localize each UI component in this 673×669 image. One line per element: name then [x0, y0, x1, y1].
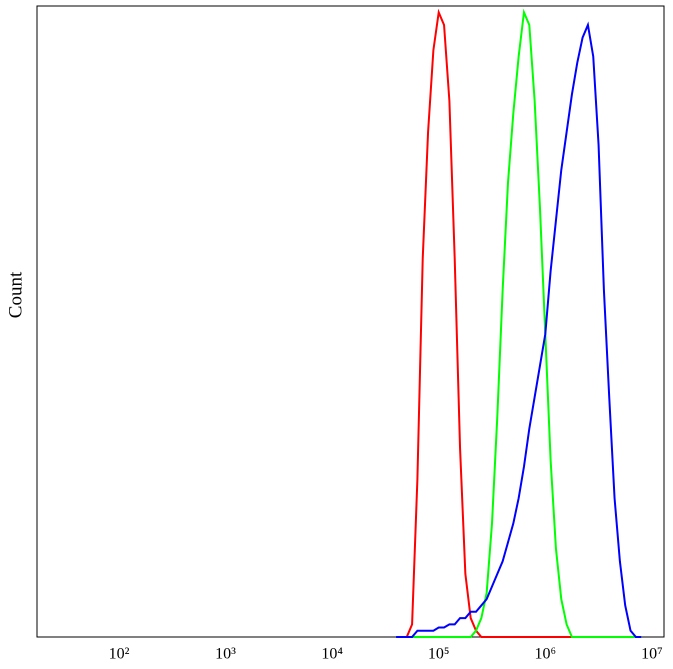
histogram-line — [396, 8, 642, 638]
x-tick-label: 10² — [109, 646, 130, 663]
y-axis-label: Count — [5, 271, 26, 318]
histogram-line — [396, 21, 642, 638]
x-tick-label: 10⁶ — [534, 646, 556, 663]
x-tick-label: 10⁴ — [321, 646, 343, 663]
x-tick-label: 10⁵ — [428, 646, 450, 663]
x-tick-label: 10³ — [215, 646, 236, 663]
plot-frame — [36, 5, 665, 638]
histogram-line — [396, 8, 642, 638]
x-tick-label: 10⁷ — [641, 646, 663, 663]
